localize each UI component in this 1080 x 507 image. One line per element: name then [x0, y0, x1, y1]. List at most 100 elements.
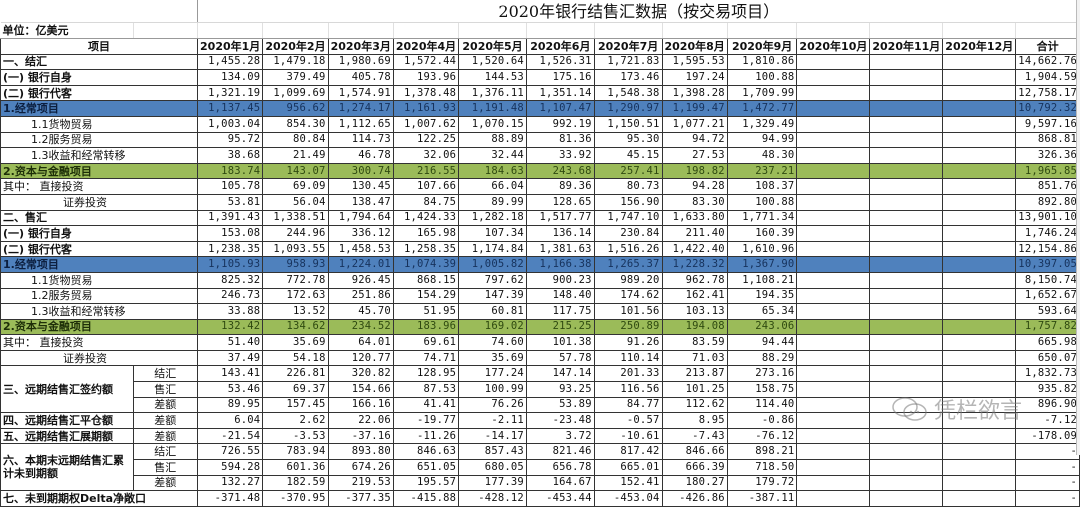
value-cell[interactable]: 157.45 [262, 396, 329, 414]
total-cell[interactable]: 326.36 [1015, 147, 1080, 164]
total-cell[interactable]: 1,652.67 [1015, 287, 1080, 305]
month-header[interactable]: 2020年3月 [327, 38, 394, 55]
blank-cell[interactable] [393, 22, 460, 39]
value-cell[interactable]: 33.92 [525, 147, 595, 164]
row-label[interactable]: 1.1货物贸易 [0, 271, 199, 289]
month-header[interactable]: 2020年9月 [726, 38, 798, 55]
value-cell[interactable] [942, 474, 1017, 492]
value-cell[interactable]: 51.40 [197, 334, 264, 351]
value-cell[interactable] [796, 427, 871, 445]
value-cell[interactable]: 857.43 [458, 443, 527, 461]
value-cell[interactable]: 56.04 [262, 193, 329, 211]
value-cell[interactable]: 1,520.64 [458, 53, 527, 71]
value-cell[interactable]: 1,282.18 [458, 209, 527, 227]
value-cell[interactable]: 152.41 [593, 474, 663, 492]
value-cell[interactable]: -10.61 [593, 427, 663, 445]
value-cell[interactable]: -371.48 [197, 490, 264, 507]
value-cell[interactable] [942, 427, 1017, 445]
value-cell[interactable]: 1,112.65 [327, 115, 394, 133]
value-cell[interactable]: 114.73 [327, 131, 394, 149]
total-cell[interactable]: -178.09 [1015, 427, 1080, 445]
value-cell[interactable]: -426.86 [661, 490, 728, 507]
value-cell[interactable] [869, 162, 944, 180]
value-cell[interactable]: 1,093.55 [262, 240, 329, 258]
total-cell[interactable]: 8,150.74 [1015, 271, 1080, 289]
value-cell[interactable] [796, 240, 871, 258]
value-cell[interactable]: 656.78 [525, 459, 595, 476]
value-cell[interactable] [942, 490, 1017, 507]
value-cell[interactable]: 130.45 [327, 178, 394, 195]
value-cell[interactable]: 33.88 [197, 303, 264, 320]
row-label[interactable]: 2.资本与金融项目 [0, 162, 199, 180]
value-cell[interactable]: 3.72 [525, 427, 595, 445]
value-cell[interactable]: 1,709.99 [726, 84, 798, 102]
value-cell[interactable]: 1,258.35 [392, 240, 460, 258]
value-cell[interactable]: 201.33 [593, 365, 663, 383]
value-cell[interactable]: 1,367.90 [726, 256, 798, 273]
total-cell[interactable]: 1,965.85 [1015, 162, 1080, 180]
value-cell[interactable]: 177.24 [458, 365, 527, 383]
value-cell[interactable] [869, 334, 944, 351]
value-cell[interactable] [942, 240, 1017, 258]
row-label[interactable]: 1.2服务贸易 [0, 287, 199, 305]
total-cell[interactable]: 593.64 [1015, 303, 1080, 320]
row-label[interactable]: 二、售汇 [0, 209, 199, 227]
value-cell[interactable] [869, 381, 944, 398]
value-cell[interactable]: 1,572.44 [392, 53, 460, 71]
value-cell[interactable]: 1,351.14 [525, 84, 595, 102]
row-label[interactable]: 2.资本与金融项目 [0, 318, 199, 336]
value-cell[interactable]: 156.90 [593, 193, 663, 211]
group-label[interactable]: 五、远期结售汇展期额 [0, 427, 134, 445]
value-cell[interactable] [796, 490, 871, 507]
group-label[interactable]: 四、远期结售汇平仓额 [0, 412, 134, 429]
value-cell[interactable]: 32.44 [458, 147, 527, 164]
value-cell[interactable]: 128.95 [392, 365, 460, 383]
value-cell[interactable]: 1,398.28 [661, 84, 728, 102]
value-cell[interactable]: 1,391.43 [197, 209, 264, 227]
value-cell[interactable]: 1,107.47 [525, 100, 595, 117]
value-cell[interactable] [869, 396, 944, 414]
group-label[interactable]: 三、远期结售汇签约额 [0, 365, 134, 414]
row-label[interactable]: 其中： 直接投资 [0, 178, 199, 195]
blank-cell[interactable] [197, 22, 264, 39]
value-cell[interactable]: 219.53 [327, 474, 394, 492]
value-cell[interactable]: 234.52 [327, 318, 394, 336]
value-cell[interactable]: 868.15 [392, 271, 460, 289]
value-cell[interactable] [796, 271, 871, 289]
total-cell[interactable]: 892.80 [1015, 193, 1080, 211]
value-cell[interactable]: 74.71 [392, 349, 460, 367]
value-cell[interactable]: 1,105.93 [197, 256, 264, 273]
value-cell[interactable]: 53.89 [525, 396, 595, 414]
value-cell[interactable]: 144.53 [458, 69, 527, 86]
value-cell[interactable]: 172.63 [262, 287, 329, 305]
value-cell[interactable]: 665.01 [593, 459, 663, 476]
value-cell[interactable]: 825.32 [197, 271, 264, 289]
row-label[interactable]: (二) 银行代客 [0, 84, 199, 102]
value-cell[interactable] [869, 365, 944, 383]
month-header[interactable]: 2020年11月 [869, 38, 944, 55]
value-cell[interactable]: 797.62 [458, 271, 527, 289]
value-cell[interactable] [796, 381, 871, 398]
value-cell[interactable] [869, 193, 944, 211]
value-cell[interactable]: 198.82 [661, 162, 728, 180]
value-cell[interactable]: 1,747.10 [593, 209, 663, 227]
total-cell[interactable]: 650.07 [1015, 349, 1080, 367]
value-cell[interactable]: 184.63 [458, 162, 527, 180]
value-cell[interactable]: 211.40 [661, 225, 728, 242]
value-cell[interactable]: 38.68 [197, 147, 264, 164]
row-label[interactable]: 1.3收益和经常转移 [0, 147, 199, 164]
value-cell[interactable]: 1,166.38 [525, 256, 595, 273]
value-cell[interactable]: 143.41 [197, 365, 264, 383]
value-cell[interactable] [869, 84, 944, 102]
value-cell[interactable] [942, 396, 1017, 414]
total-cell[interactable]: 868.81 [1015, 131, 1080, 149]
value-cell[interactable]: 101.25 [661, 381, 728, 398]
value-cell[interactable]: 244.96 [262, 225, 329, 242]
value-cell[interactable]: 854.30 [262, 115, 329, 133]
value-cell[interactable]: 83.30 [661, 193, 728, 211]
blank-cell[interactable] [727, 22, 798, 39]
value-cell[interactable]: 1,794.64 [327, 209, 394, 227]
value-cell[interactable]: 956.62 [262, 100, 329, 117]
month-header[interactable]: 2020年4月 [392, 38, 460, 55]
value-cell[interactable]: 1,633.80 [661, 209, 728, 227]
